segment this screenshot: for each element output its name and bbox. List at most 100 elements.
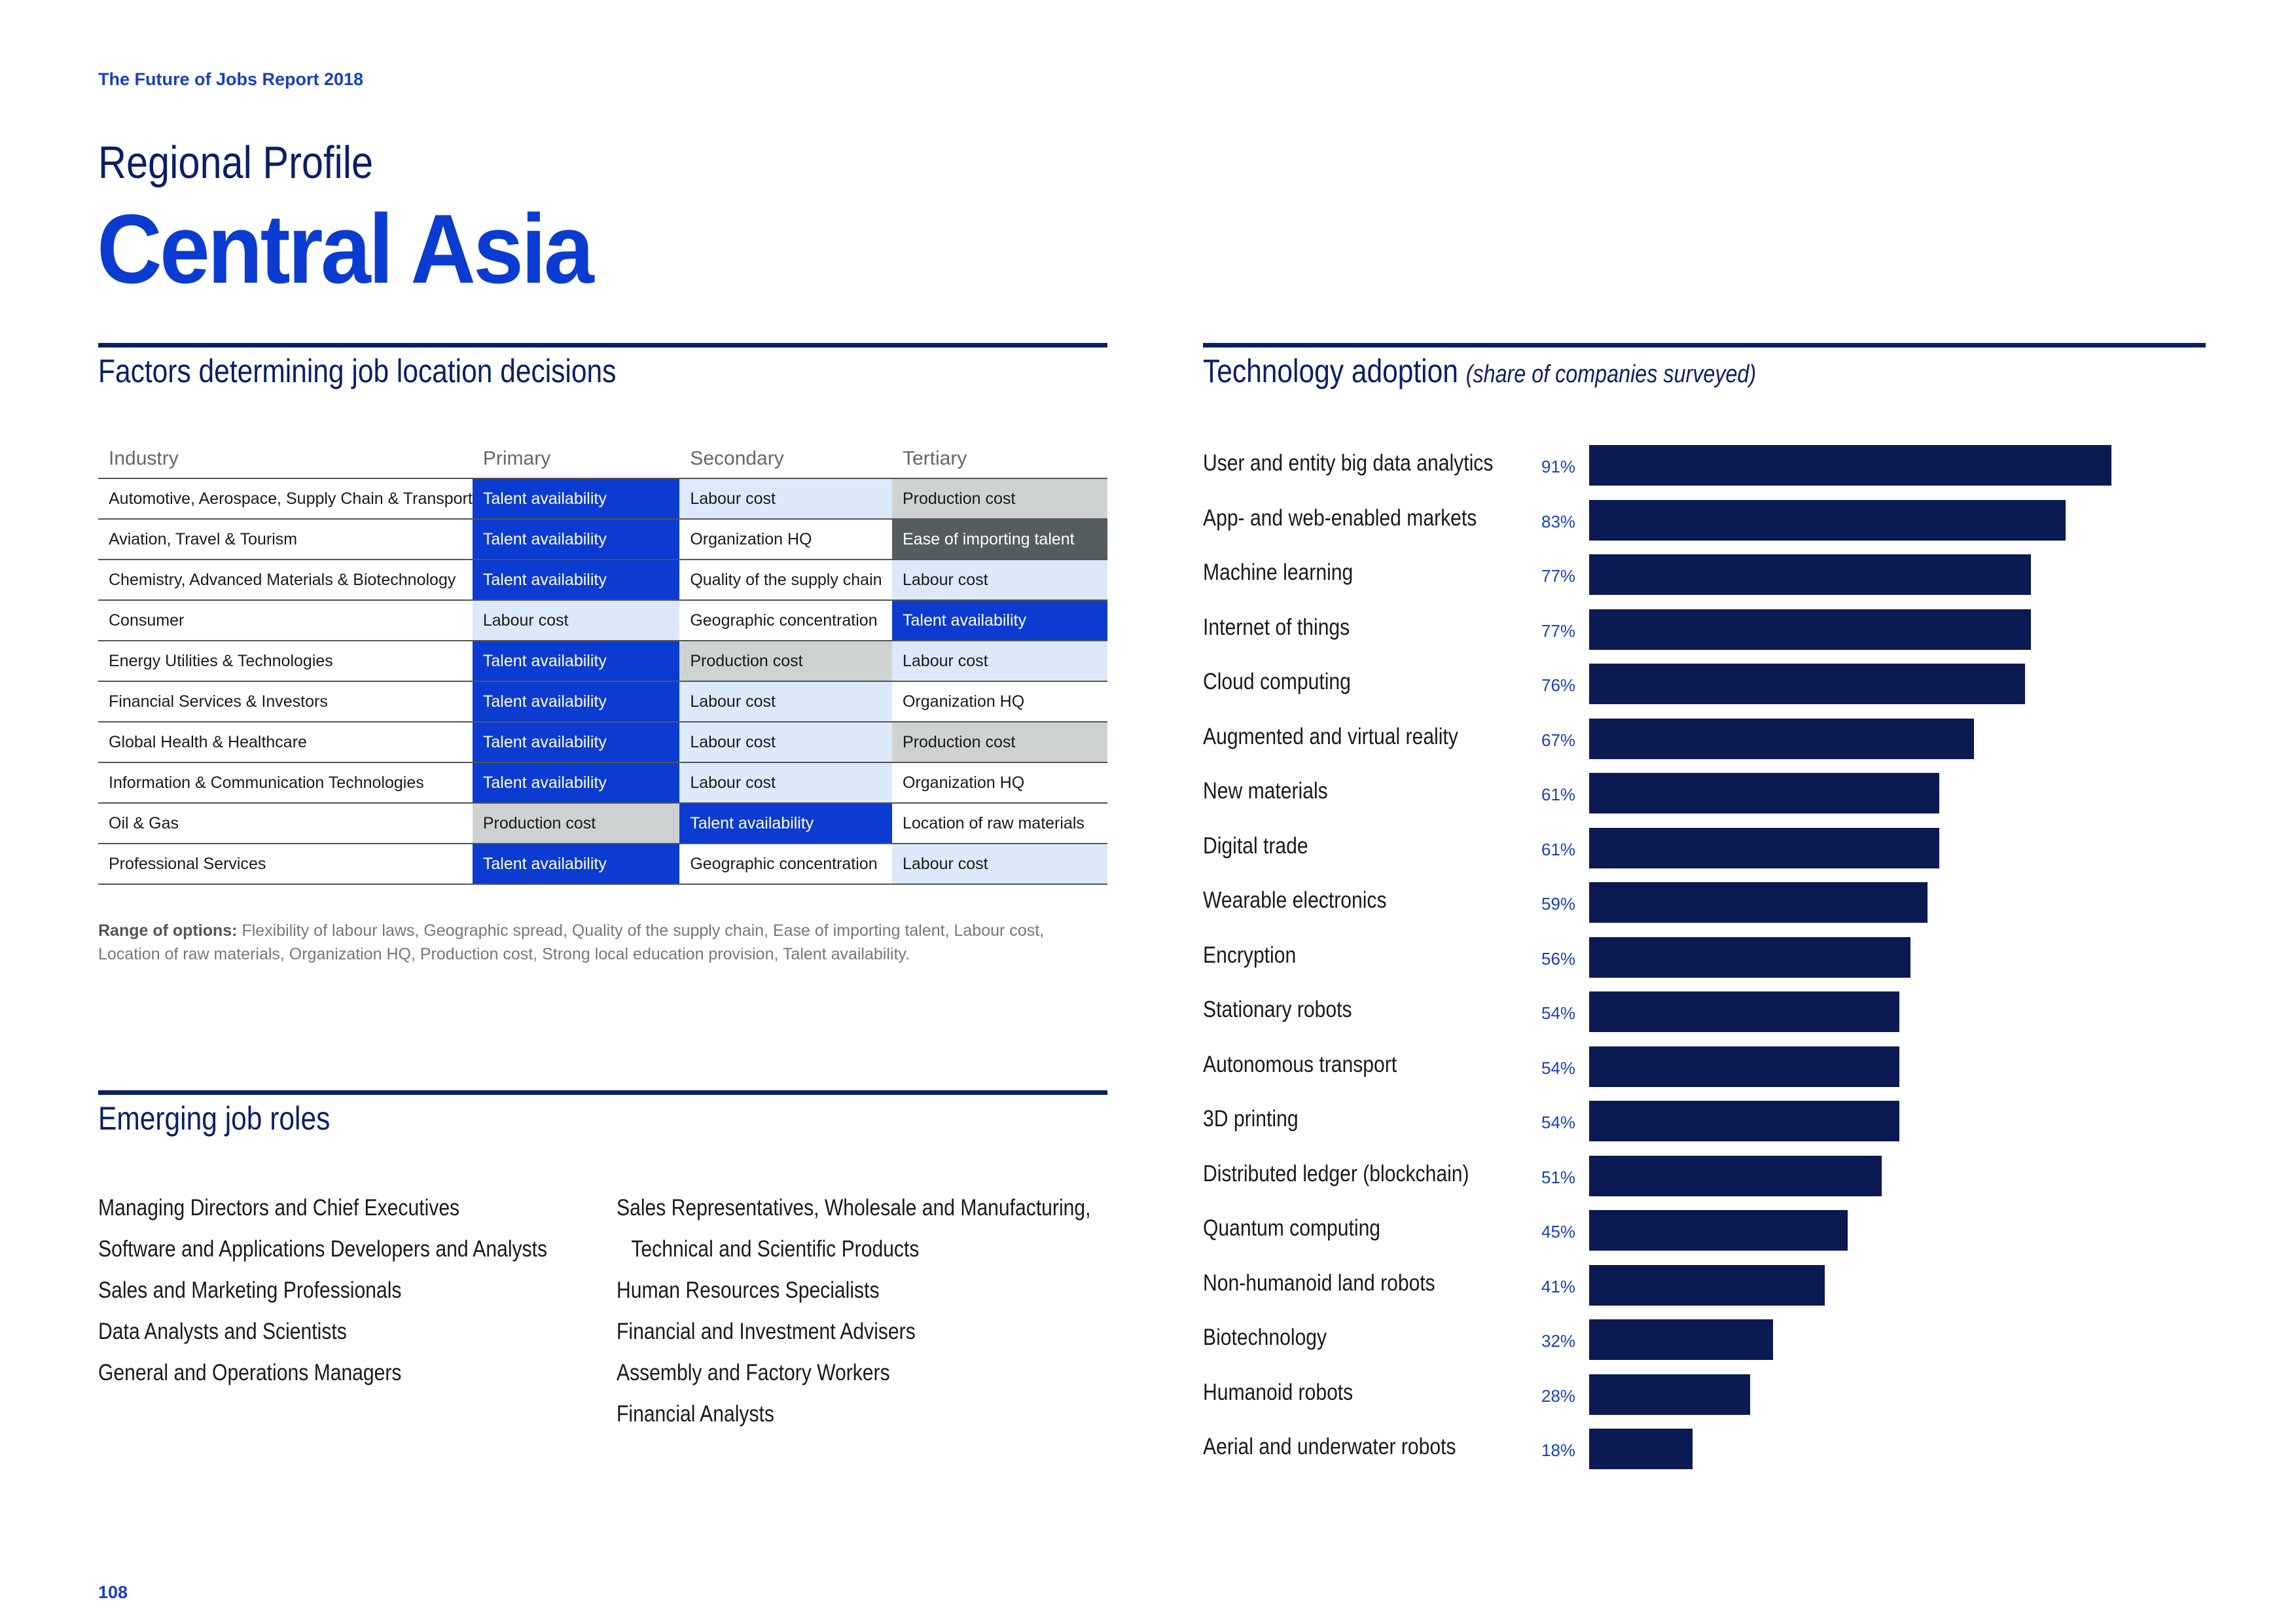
table-row: Information & Communication Technologies… (98, 762, 1107, 804)
table-row: Consumer Labour cost Geographic concentrat… (98, 600, 1107, 641)
table-row: Aviation, Travel & Tourism Talent availab… (98, 519, 1107, 560)
cell-secondary: Geographic concentration (679, 600, 892, 641)
tech-value-label: 91% (1541, 457, 1576, 476)
job-role-item: Software and Applications Developers and… (98, 1236, 548, 1262)
tech-value-label: 54% (1541, 1058, 1576, 1078)
roles-column-2: Sales Representatives, Wholesale and Man… (617, 1187, 1090, 1435)
tech-label: Internet of things (1203, 614, 1350, 640)
cell-secondary: Organization HQ (679, 519, 892, 560)
tech-label: Cloud computing (1203, 669, 1351, 694)
tech-value-label: 67% (1541, 730, 1576, 750)
cell-tertiary: Labour cost (891, 844, 1107, 885)
job-role-item: Data Analysts and Scientists (98, 1319, 347, 1344)
cell-tertiary: Location of raw materials (891, 803, 1107, 844)
cell-industry: Financial Services & Investors (98, 681, 473, 722)
cell-industry: Oil & Gas (98, 803, 473, 844)
roles-heading: Emerging job roles (98, 1100, 331, 1137)
job-role-item: Technical and Scientific Products (631, 1236, 920, 1262)
job-role-item: Assembly and Factory Workers (617, 1360, 890, 1385)
tech-label: Quantum computing (1203, 1215, 1381, 1241)
tech-value-label: 41% (1541, 1276, 1576, 1296)
job-role-item: Sales and Marketing Professionals (98, 1277, 402, 1303)
tech-bar (1589, 1374, 1750, 1415)
tech-label: Encryption (1203, 942, 1297, 968)
tech-bar (1589, 718, 1974, 759)
tech-label: Non-humanoid land robots (1203, 1270, 1435, 1296)
cell-primary: Talent availability (472, 844, 680, 885)
tech-heading: Technology adoption (share of companies … (1203, 352, 1756, 390)
cell-primary: Talent availability (472, 641, 680, 682)
cell-secondary: Labour cost (679, 762, 892, 804)
cell-primary: Talent availability (472, 478, 680, 520)
col-secondary: Secondary (679, 440, 892, 479)
tech-value-label: 28% (1541, 1385, 1576, 1406)
tech-label: New materials (1203, 778, 1328, 804)
tech-bar (1589, 609, 2031, 650)
factors-heading: Factors determining job location decisio… (98, 353, 617, 389)
factors-rule (98, 343, 1107, 348)
tech-bar (1589, 1429, 1693, 1469)
tech-bar (1589, 1210, 1848, 1251)
cell-primary: Talent availability (472, 560, 680, 601)
cell-primary: Talent availability (472, 722, 680, 763)
tech-bar (1589, 1264, 1825, 1306)
tech-value-label: 18% (1541, 1440, 1576, 1460)
tech-bar (1589, 499, 2066, 541)
tech-label: Machine learning (1203, 560, 1354, 585)
cell-tertiary: Labour cost (891, 641, 1107, 682)
table-row: Global Health & Healthcare Talent availab… (98, 722, 1107, 763)
tech-label: Augmented and virtual reality (1203, 723, 1458, 749)
tech-value-label: 51% (1541, 1167, 1576, 1187)
tech-value-label: 83% (1541, 511, 1576, 531)
page-number: 108 (98, 1582, 128, 1602)
tech-bar (1589, 1155, 1882, 1196)
tech-value-label: 54% (1541, 1113, 1576, 1132)
cell-tertiary: Production cost (891, 722, 1107, 763)
cell-primary: Labour cost (472, 600, 680, 641)
range-text: Flexibility of labour laws, Geographic s… (98, 921, 1045, 963)
job-role-item: General and Operations Managers (98, 1360, 402, 1385)
tech-label: Biotechnology (1203, 1325, 1327, 1350)
tech-value-label: 32% (1541, 1331, 1576, 1351)
tech-bar (1589, 664, 2025, 704)
tech-value-label: 56% (1541, 948, 1576, 969)
tech-heading-sub: (share of companies surveyed) (1465, 361, 1757, 388)
tech-bar (1589, 773, 1939, 813)
page-subtitle: Regional Profile (98, 137, 374, 188)
tech-value-label: 59% (1541, 894, 1576, 914)
tech-value-label: 77% (1541, 620, 1576, 641)
cell-industry: Automotive, Aerospace, Supply Chain & Tr… (98, 478, 473, 520)
cell-industry: Information & Communication Technologies (98, 762, 473, 804)
cell-tertiary: Talent availability (891, 600, 1107, 641)
tech-bar (1589, 1046, 1899, 1087)
cell-primary: Talent availability (472, 762, 680, 804)
cell-primary: Talent availability (472, 519, 680, 560)
job-role-item: Financial and Investment Advisers (617, 1319, 916, 1344)
tech-label: Distributed ledger (blockchain) (1203, 1160, 1469, 1186)
tech-bar (1589, 882, 1928, 923)
cell-tertiary: Organization HQ (891, 681, 1107, 722)
cell-secondary: Geographic concentration (679, 844, 892, 885)
table-row: Oil & Gas Production cost Talent availabil… (98, 803, 1107, 844)
cell-industry: Chemistry, Advanced Materials & Biotechn… (98, 560, 473, 601)
cell-tertiary: Production cost (891, 478, 1107, 520)
col-industry: Industry (98, 440, 473, 479)
table-row: Financial Services & Investors Talent ava… (98, 681, 1107, 722)
tech-value-label: 54% (1541, 1003, 1576, 1023)
job-role-item: Financial Analysts (617, 1401, 774, 1427)
tech-bar (1589, 827, 1939, 868)
factors-header-row: Industry Primary Secondary Tertiary (98, 440, 1107, 479)
table-row: Chemistry, Advanced Materials & Biotechn… (98, 560, 1107, 601)
job-role-item: Human Resources Specialists (617, 1277, 880, 1303)
roles-column-1: Managing Directors and Chief Executives S… (98, 1187, 547, 1393)
table-row: Energy Utilities & Technologies Talent av… (98, 641, 1107, 682)
cell-tertiary: Organization HQ (891, 762, 1107, 804)
tech-bar (1589, 554, 2031, 595)
page-title: Central Asia (97, 194, 594, 304)
cell-secondary: Labour cost (679, 478, 892, 520)
cell-secondary: Quality of the supply chain (679, 560, 892, 601)
cell-industry: Global Health & Healthcare (98, 722, 473, 763)
tech-value-label: 61% (1541, 785, 1576, 804)
tech-bar (1589, 936, 1910, 978)
tech-label: App- and web-enabled markets (1203, 505, 1477, 531)
